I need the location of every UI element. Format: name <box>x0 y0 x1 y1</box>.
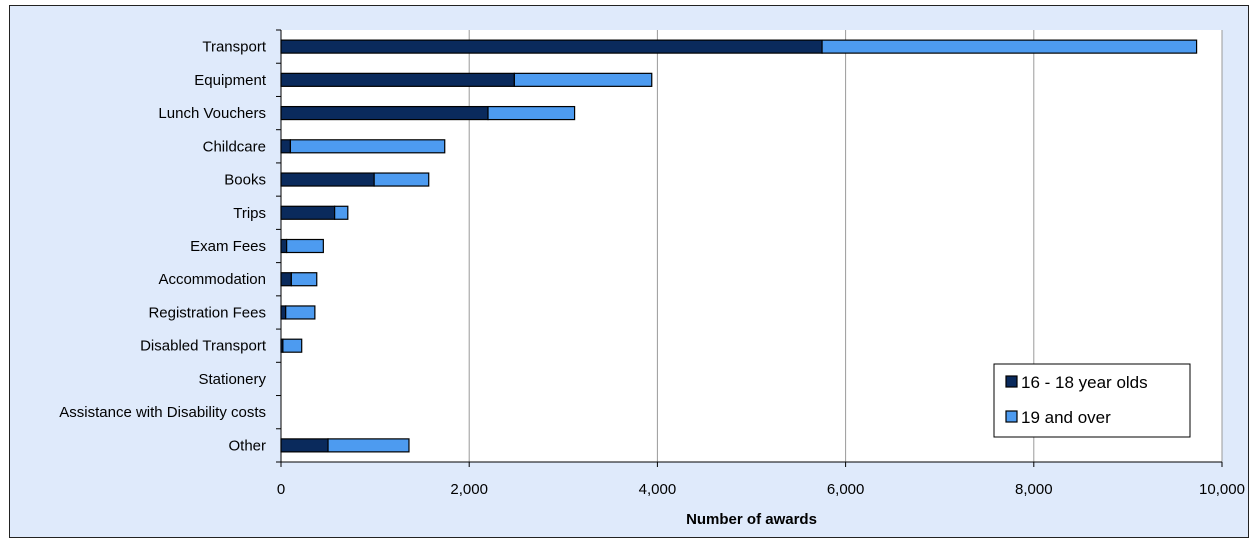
x-tick-label: 2,000 <box>450 481 488 498</box>
bar-segment-age-16-18 <box>280 438 329 453</box>
category-label: Stationery <box>198 371 266 388</box>
category-label: Exam Fees <box>190 238 266 255</box>
bar-segment-age-16-18 <box>280 272 292 287</box>
category-label: Assistance with Disability costs <box>59 404 266 421</box>
category-label: Disabled Transport <box>140 338 267 355</box>
x-tick-label: 0 <box>277 481 285 498</box>
bar-segment-age-19-over <box>334 205 349 220</box>
category-label: Books <box>224 172 266 189</box>
x-tick-label: 4,000 <box>639 481 677 498</box>
legend-box <box>993 363 1191 438</box>
bar-segment-age-19-over <box>327 438 410 453</box>
bar-segment-age-19-over <box>290 272 318 287</box>
x-axis-title: Number of awards <box>686 511 817 528</box>
category-label: Transport <box>202 39 266 56</box>
x-tick-label: 6,000 <box>827 481 865 498</box>
category-label: Lunch Vouchers <box>158 105 266 122</box>
bar-segment-age-16-18 <box>280 205 336 220</box>
x-tick-label: 8,000 <box>1015 481 1053 498</box>
bar-segment-age-16-18 <box>280 72 515 87</box>
bar-segment-age-19-over <box>821 39 1198 54</box>
category-label: Registration Fees <box>148 304 266 321</box>
bar-segment-age-19-over <box>282 338 303 353</box>
bar-segment-age-16-18 <box>280 105 489 121</box>
bar-segment-age-19-over <box>487 105 576 121</box>
bar-segment-age-16-18 <box>280 238 288 254</box>
legend-swatch <box>1005 375 1018 388</box>
bar-segment-age-19-over <box>513 72 653 87</box>
bar-segment-age-16-18 <box>280 39 823 54</box>
bar-segment-age-16-18 <box>280 305 287 320</box>
category-label: Childcare <box>203 138 266 155</box>
bar-segment-age-19-over <box>286 238 324 254</box>
category-label: Trips <box>233 205 266 222</box>
bar-segment-age-19-over <box>285 305 316 320</box>
category-label: Equipment <box>194 72 267 89</box>
category-label: Accommodation <box>158 271 266 288</box>
bar-segment-age-19-over <box>289 139 446 154</box>
bar-segment-age-19-over <box>373 172 430 187</box>
legend-label: 19 and over <box>1021 408 1111 427</box>
x-tick-label: 10,000 <box>1199 481 1245 498</box>
bar-segment-age-16-18 <box>280 172 375 187</box>
legend-swatch <box>1005 410 1018 423</box>
category-label: Other <box>228 437 266 454</box>
bar-segment-age-16-18 <box>280 139 292 154</box>
legend-label: 16 - 18 year olds <box>1021 373 1148 392</box>
